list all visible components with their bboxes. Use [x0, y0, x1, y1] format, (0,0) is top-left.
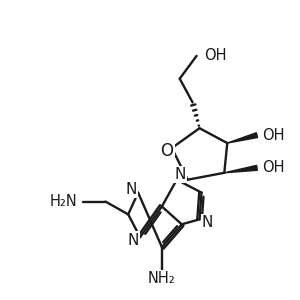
Polygon shape [227, 133, 258, 143]
Text: OH: OH [262, 128, 284, 142]
Text: O: O [160, 142, 173, 160]
Text: H₂N: H₂N [50, 194, 78, 209]
Text: N: N [128, 233, 139, 248]
Polygon shape [224, 165, 257, 173]
Text: OH: OH [205, 48, 227, 63]
Text: N: N [202, 215, 213, 230]
Text: NH₂: NH₂ [148, 271, 176, 286]
Text: N: N [125, 182, 137, 197]
Text: OH: OH [262, 160, 284, 175]
Text: N: N [174, 167, 185, 182]
